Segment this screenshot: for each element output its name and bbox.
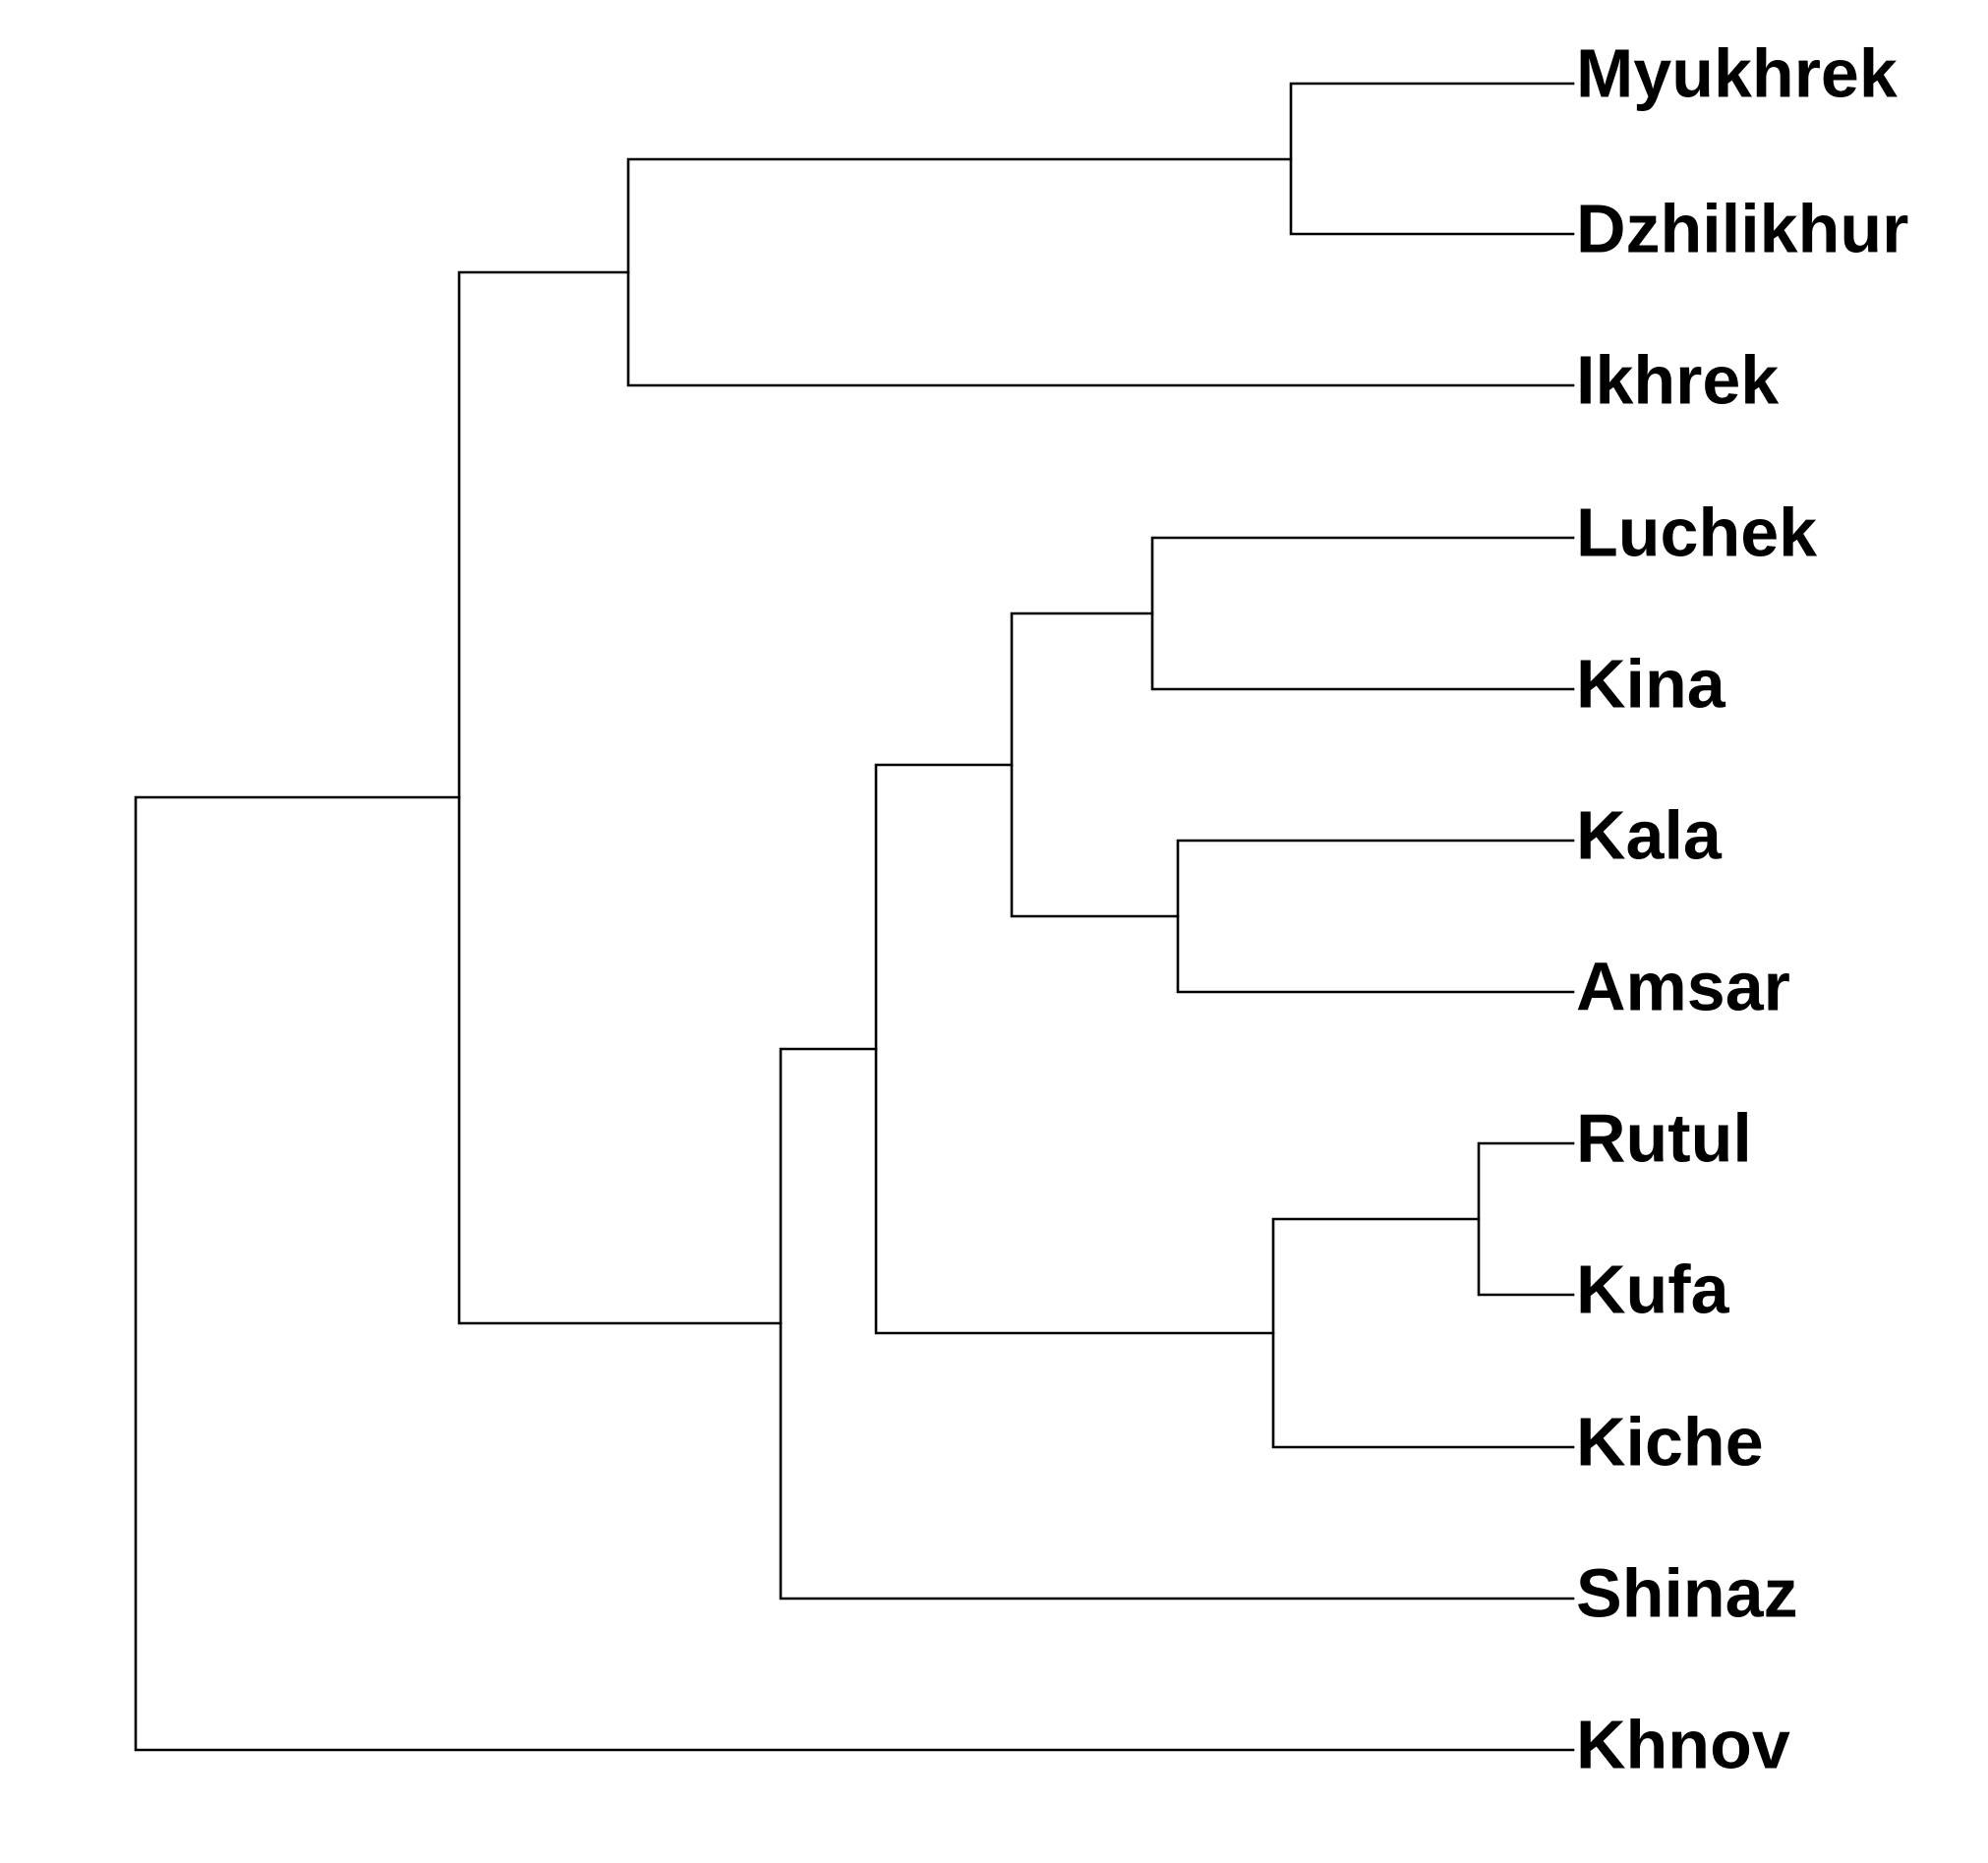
leaf-label-kiche: Kiche: [1576, 1403, 1764, 1480]
clade-upper-lower-branch: [457, 270, 783, 1325]
leaf-label-myukhrek: Myukhrek: [1576, 34, 1898, 111]
leaf-label-kina: Kina: [1576, 645, 1726, 722]
clade-rutul-kiche-branch: [1271, 1217, 1575, 1449]
clade-luchek-shinaz-branch: [779, 1047, 1575, 1601]
leaf-label-ikhrek: Ikhrek: [1576, 341, 1779, 418]
clade-myukhrek-dzhilikhur-branch: [1289, 82, 1575, 236]
clade-root-branch: [134, 795, 1575, 1752]
leaf-labels: Myukhrek Dzhilikhur Ikhrek Luchek Kina K…: [1576, 34, 1908, 1782]
leaf-label-shinaz: Shinaz: [1576, 1554, 1798, 1631]
clade-myukhrek-ikhrek-branch: [626, 157, 1575, 387]
leaf-label-kala: Kala: [1576, 796, 1723, 873]
leaf-label-luchek: Luchek: [1576, 494, 1817, 570]
leaf-label-dzhilikhur: Dzhilikhur: [1576, 190, 1908, 266]
clade-luchek-kina-branch: [1150, 536, 1575, 691]
clade-rutul-kufa-branch: [1477, 1141, 1575, 1297]
leaf-label-khnov: Khnov: [1576, 1706, 1790, 1782]
clade-luchek-kiche-branch: [874, 763, 1275, 1335]
dendrogram-branches: [134, 82, 1575, 1752]
leaf-label-rutul: Rutul: [1576, 1099, 1752, 1176]
leaf-label-amsar: Amsar: [1576, 948, 1790, 1024]
leaf-label-kufa: Kufa: [1576, 1251, 1730, 1327]
clade-kala-amsar-branch: [1176, 839, 1575, 994]
